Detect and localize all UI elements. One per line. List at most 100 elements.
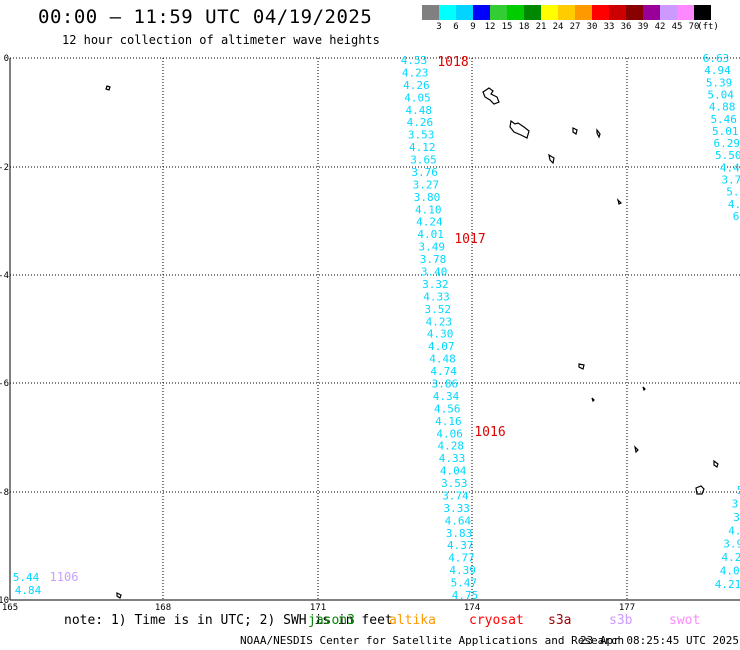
legend-tick-label: 3 <box>436 22 442 32</box>
island-outline <box>616 198 623 205</box>
satellite-label-s3a: s3a <box>548 613 572 628</box>
wave-height-reading: 3.33 <box>443 502 470 515</box>
wave-height-reading: 4.04 <box>440 465 467 478</box>
island-outline <box>642 386 646 392</box>
wave-height-reading: 4.48 <box>405 104 432 117</box>
legend-tick-label: 27 <box>569 22 581 32</box>
island-outline <box>548 153 555 165</box>
wave-height-reading: 3.53 <box>408 129 435 142</box>
satellite-label-s3b: s3b <box>609 613 633 628</box>
wave-height-reading: 4.26 <box>407 116 434 129</box>
legend-ticks: 3 6 9 12 15 18 21 24 27 30 33 36 39 42 45 70 (ft) <box>422 20 719 34</box>
wave-height-reading: 3.32 <box>422 278 449 291</box>
legend-tick-label: 24 <box>552 22 564 32</box>
legend-tick-label: 42 <box>654 22 666 32</box>
wave-height-reading: 3.27 <box>413 178 440 191</box>
wave-height-reading: 4.01 <box>417 228 444 241</box>
wave-height-reading: 5.46 <box>710 113 737 126</box>
legend-swatch <box>575 5 592 20</box>
island-outline <box>713 459 719 468</box>
wave-height-reading: 5 <box>737 484 740 497</box>
wave-height-reading: 6.63 <box>703 52 730 65</box>
satellite-label-jason3: jason3 <box>308 613 355 628</box>
wave-height-reading: 3.9 <box>723 538 740 551</box>
legend-tick-label: 6 <box>453 22 459 32</box>
y-tick-label: 0 <box>4 54 9 64</box>
wave-height-reading: 4.24 <box>416 216 443 229</box>
wave-height-reading: 4. <box>728 198 740 211</box>
legend-tick-label: 21 <box>535 22 547 32</box>
wave-height-reading: 3.76 <box>411 166 438 179</box>
legend-swatch <box>473 5 490 20</box>
note-text: note: 1) Time is in UTC; 2) SWH is in fe… <box>64 613 393 628</box>
island-outline <box>482 87 500 105</box>
island-outline <box>695 485 705 495</box>
wave-height-reading: 4.28 <box>438 440 465 453</box>
wave-height-reading: 3.52 <box>424 303 451 316</box>
wave-height-reading: 4.0 <box>720 565 740 578</box>
legend-swatch <box>694 5 711 20</box>
wave-height-reading: 4.30 <box>427 328 454 341</box>
wave-height-reading: 3.40 <box>421 266 448 279</box>
island-outline <box>596 128 601 139</box>
y-tick-label: -10 <box>0 596 9 606</box>
wave-height-reading: 4.48 <box>429 353 456 366</box>
wave-height-reading: 4.4 <box>720 161 740 174</box>
pressure-center-label: 1018 <box>437 55 468 70</box>
legend-tick-label: 70 <box>688 22 700 32</box>
legend-swatch <box>677 5 694 20</box>
wave-height-reading: 5.44 <box>13 571 40 584</box>
pressure-center-label: 1016 <box>474 425 505 440</box>
island-outline <box>578 363 585 370</box>
wave-height-reading: 4.64 <box>445 514 472 527</box>
wave-height-reading: 3.78 <box>420 253 447 266</box>
wave-height-reading: 3.80 <box>414 191 441 204</box>
wave-height-reading: 4.26 <box>403 79 430 92</box>
wave-height-legend: 3 6 9 12 15 18 21 24 27 30 33 36 39 42 45 70 (ft) <box>422 5 719 34</box>
y-tick-label: -8 <box>0 488 9 498</box>
legend-swatch <box>507 5 524 20</box>
wave-height-map: 0-2-4-6-8-101651681711741774.534.234.264… <box>0 52 740 610</box>
wave-height-reading: 4.12 <box>409 141 436 154</box>
track-label: 1106 <box>50 570 79 584</box>
wave-height-reading: 3.86 <box>432 377 459 390</box>
footer-credit: NOAA/NESDIS Center for Satellite Applica… <box>240 634 625 647</box>
wave-height-reading: 4.37 <box>447 539 474 552</box>
legend-tick-label: 12 <box>484 22 496 32</box>
legend-tick-label: 18 <box>518 22 530 32</box>
wave-height-reading: 5. <box>726 186 739 199</box>
legend-swatch <box>541 5 558 20</box>
wave-height-reading: 4.23 <box>402 66 429 79</box>
x-tick-label: 177 <box>619 603 635 610</box>
wave-height-reading: 4.75 <box>452 589 479 602</box>
x-tick-label: 168 <box>155 603 171 610</box>
satellite-label-swot: swot <box>669 613 701 628</box>
y-tick-label: -4 <box>0 271 9 281</box>
legend-swatch <box>558 5 575 20</box>
legend-tick-label: 30 <box>586 22 598 32</box>
x-tick-label: 171 <box>310 603 326 610</box>
satellite-label-cryosat: cryosat <box>469 613 524 628</box>
legend-swatch <box>524 5 541 20</box>
y-tick-label: -6 <box>0 379 9 389</box>
wave-height-reading: 5.47 <box>451 577 478 590</box>
island-outline <box>509 119 530 139</box>
footer-timestamp: 23 Apr 08:25:45 UTC 2025 <box>580 634 739 647</box>
wave-height-reading: 3.74 <box>442 489 469 502</box>
wave-height-reading: 4.56 <box>434 402 461 415</box>
wave-height-reading: 3.7 <box>721 174 740 187</box>
x-tick-label: 174 <box>464 603 480 610</box>
legend-tick-label: 15 <box>501 22 513 32</box>
map-subtitle: 12 hour collection of altimeter wave hei… <box>62 33 380 47</box>
wave-height-reading: 6.29 <box>714 137 740 150</box>
legend-tick-label: 36 <box>620 22 632 32</box>
legend-swatch <box>626 5 643 20</box>
island-outline <box>634 445 639 454</box>
wave-height-reading: 4.21 <box>715 578 740 591</box>
wave-height-reading: 4.16 <box>435 415 462 428</box>
wave-height-reading: 6 <box>733 210 740 223</box>
wave-height-reading: 4.77 <box>448 552 475 565</box>
island-outline <box>572 127 578 135</box>
legend-swatch <box>660 5 677 20</box>
wave-height-reading: 4. <box>728 524 740 537</box>
